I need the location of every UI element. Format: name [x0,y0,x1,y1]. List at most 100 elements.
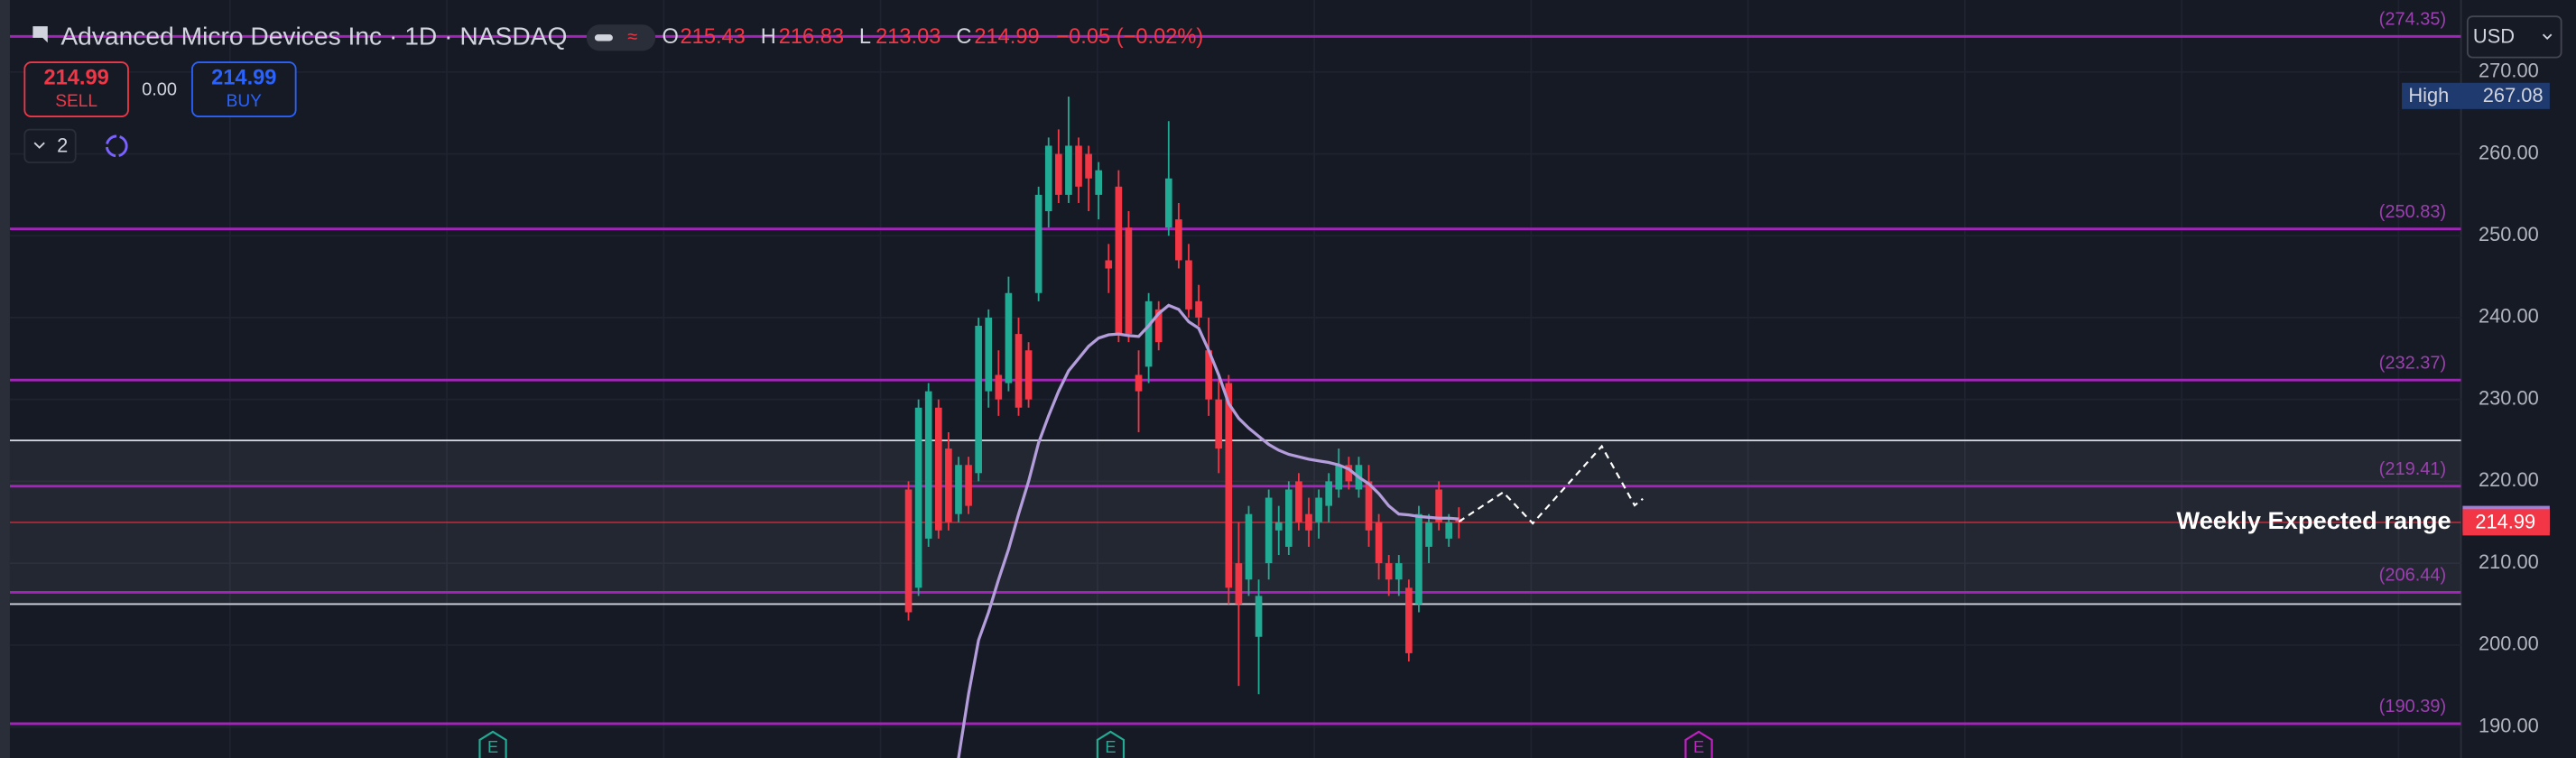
candle-body [1135,374,1143,392]
left-border [0,0,10,758]
toggle-icon [594,34,613,42]
y-tick-label: 200.00 [2479,633,2539,655]
annotation: Weekly Expected range [2176,506,2451,534]
ohlc-key: L [859,25,871,49]
symbol: Advanced Micro Devices Inc · 1D · NASDAQ [60,21,567,50]
candle-body [1255,596,1263,637]
candle-body [1044,145,1052,212]
ohlc-key: H [761,25,776,49]
ohlc-value: 216.83 [779,25,844,49]
candle-body [1375,522,1383,564]
candle-body [945,448,952,522]
spread: 0.00 [142,79,177,99]
earnings-label: E [487,738,498,756]
candle-body [1325,481,1332,506]
candle-body [1115,186,1123,335]
y-tick-label: 190.00 [2479,714,2539,736]
buy-button[interactable] [191,61,297,117]
refresh-icon[interactable] [105,134,128,158]
candle-body [1205,350,1212,400]
candle-body [1195,300,1202,318]
ohlc-value: 214.99 [974,25,1039,49]
candle-body [1125,227,1133,335]
chevron [2542,33,2553,41]
candle-body [1365,481,1373,531]
high-tag-label: High [2408,84,2449,106]
sell-label: SELL [55,92,97,111]
level-label: (219.41) [2379,459,2447,479]
candle-body [1185,260,1192,310]
candle-body [1144,300,1153,367]
candle-body [1105,260,1113,269]
level-label: (206.44) [2379,566,2447,586]
candle-body [1405,587,1413,653]
candle-body [914,407,922,588]
y-tick-label: 230.00 [2479,386,2539,409]
ohlc-key: O [663,25,679,49]
candle-body [1425,522,1432,547]
candle-body [1415,513,1422,605]
candle-body [1154,309,1163,343]
candle-body [1345,465,1353,482]
level-label: (232.37) [2379,353,2447,373]
candle-body [985,317,993,392]
level-label: (190.39) [2379,697,2447,716]
candle-body [924,391,932,539]
indicator-count: 2 [57,134,68,157]
candle-body [1315,497,1322,522]
candle-body [1005,292,1013,384]
toggle[interactable] [586,24,656,51]
y-tick-label: 250.00 [2479,223,2539,245]
candle-body [1455,518,1463,522]
currency: USD [2473,25,2515,48]
candle-body [1245,513,1253,580]
candle-body [1305,513,1312,531]
candle-body [1295,481,1302,522]
buy-label: BUY [227,92,263,111]
toggle-icon: ≈ [627,27,637,47]
candle-body [1435,489,1442,522]
candle-body [1085,153,1092,179]
y-tick-label: 260.00 [2479,141,2539,163]
price-tag-label: 214.99 [2475,511,2535,533]
sell-button[interactable] [23,61,129,117]
candle-body [1395,563,1403,580]
candle-body [1095,170,1103,195]
sell-price: 214.99 [43,67,108,90]
candle-body [1235,563,1243,605]
candle-body [1075,145,1082,187]
change: −0.05 (−0.02%) [1056,25,1203,49]
candle-body [975,326,982,474]
currency-button[interactable] [2466,15,2562,59]
earnings-marker [478,730,507,758]
candle-body [1335,465,1343,490]
candle-body [1285,489,1293,547]
y-tick-label: 210.00 [2479,550,2539,573]
indicator-toggle[interactable] [23,128,77,163]
candle-body [1055,153,1062,195]
candle-body [1274,522,1283,531]
candle-body [1215,399,1223,449]
earnings-label: E [1693,738,1704,756]
candle-body [1024,350,1033,400]
plot [9,34,2461,758]
candle-body [1385,563,1393,580]
logo [32,26,48,43]
ohlc-key: C [956,25,971,49]
level-label: (274.35) [2379,9,2447,29]
high-tag [2402,82,2550,109]
earnings-marker [1096,730,1126,758]
candle-body [904,489,913,613]
level-label: (250.83) [2379,202,2447,222]
candle-body [1175,219,1182,261]
candle-body [1164,178,1172,228]
candle-body [1225,383,1233,588]
earnings-label: E [1105,738,1116,756]
y-tick-label: 240.00 [2479,305,2539,328]
y-tick-label: 220.00 [2479,468,2539,491]
candle-body [934,407,942,531]
high-tag-value: 267.08 [2483,84,2544,106]
candle-body [1445,522,1453,539]
